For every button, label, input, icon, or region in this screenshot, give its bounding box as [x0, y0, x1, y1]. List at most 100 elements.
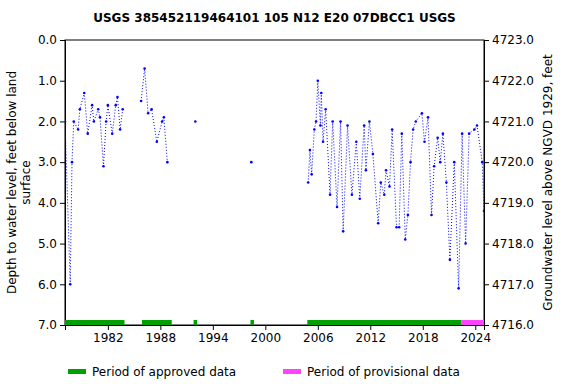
y-axis-tick: 5.0: [38, 237, 65, 251]
x-axis-tick-mark: [160, 325, 161, 330]
data-point: [481, 161, 484, 164]
y2-axis-tick-mark: [484, 121, 489, 122]
data-point: [368, 120, 371, 123]
y2-axis-tick-mark: [484, 162, 489, 163]
x-axis-tick-mark: [370, 325, 371, 330]
y-axis-tick: 0.0: [38, 33, 65, 47]
x-axis-tick: 1982: [93, 325, 124, 345]
data-point: [473, 128, 476, 131]
data-point: [388, 185, 391, 188]
x-axis-tick: 2024: [460, 325, 491, 345]
data-point: [93, 120, 96, 123]
y-axis-tick-label: 1.0: [38, 74, 57, 88]
data-point: [324, 108, 327, 111]
title: USGS 385452119464101 105 N12 E20 07DBCC1…: [93, 11, 456, 25]
data-point: [83, 92, 86, 95]
x-axis-tick: 2012: [356, 325, 387, 345]
y-axis-title-line: Depth to water level, feet below land: [5, 71, 19, 294]
y2-axis-tick: 4717.0: [484, 278, 534, 292]
data-point: [79, 108, 82, 111]
x-axis-tick-mark: [318, 325, 319, 330]
y-axis-title-line: surface: [19, 160, 33, 204]
data-point: [398, 226, 401, 229]
data-point: [395, 226, 398, 229]
data-point: [72, 120, 75, 123]
x-axis-tick-label: 1988: [146, 331, 177, 345]
data-point: [65, 120, 66, 123]
data-point: [315, 120, 318, 123]
data-point: [412, 128, 415, 131]
data-point: [342, 230, 345, 233]
data-point: [331, 120, 334, 123]
y2-axis-tick: 4721.0: [484, 115, 534, 129]
data-point: [116, 96, 119, 99]
data-point: [121, 108, 124, 111]
y2-axis-tick-mark: [484, 244, 489, 245]
data-point: [355, 140, 358, 143]
y-axis-tick-label: 4.0: [38, 196, 57, 210]
data-point: [86, 132, 89, 135]
plot-area: [65, 67, 484, 289]
y-axis-tick-mark: [60, 40, 65, 41]
data-point: [329, 193, 332, 196]
y2-axis-tick-mark: [484, 203, 489, 204]
x-axis: 19821988199420002006201220182024: [66, 325, 492, 345]
data-point: [449, 259, 452, 262]
data-point: [150, 108, 153, 111]
y-axis-title: Depth to water level, feet below landsur…: [5, 71, 33, 294]
y-axis-tick-mark: [60, 325, 65, 326]
x-axis-tick-label: 2000: [251, 331, 282, 345]
y-axis-tick: 3.0: [38, 155, 65, 169]
y-axis-tick-label: 0.0: [38, 33, 57, 47]
y-axis-tick: 6.0: [38, 278, 65, 292]
data-point: [69, 283, 72, 286]
x-axis-line: [66, 326, 485, 331]
x-axis-tick: 2000: [251, 325, 282, 345]
data-point: [445, 181, 448, 184]
data-point: [468, 132, 471, 135]
data-point: [461, 132, 464, 135]
data-point: [114, 104, 117, 107]
data-point: [476, 124, 479, 127]
period-bar: [142, 320, 172, 325]
data-point: [409, 161, 412, 164]
data-point: [320, 92, 323, 95]
x-axis-tick-label: 2006: [303, 331, 334, 345]
y2-axis-tick-label: 4716.0: [492, 318, 534, 332]
data-point: [309, 149, 312, 152]
data-point: [383, 193, 386, 196]
plot-frame: [65, 40, 484, 325]
data-point: [119, 128, 122, 131]
x-axis-tick-mark: [423, 325, 424, 330]
period-bar: [461, 320, 484, 325]
y-axis-tick: 7.0: [38, 318, 65, 332]
data-point: [433, 165, 436, 168]
data-point: [194, 120, 197, 123]
y-axis: 0.01.02.03.04.05.06.07.0: [38, 33, 66, 332]
y-axis-tick-mark: [60, 162, 65, 163]
series-line: [65, 69, 484, 289]
data-point: [143, 67, 146, 70]
data-point: [457, 287, 460, 290]
data-point: [99, 116, 102, 119]
y2-axis-tick: 4723.0: [484, 33, 534, 47]
chart: USGS 385452119464101 105 N12 E20 07DBCC1…: [0, 0, 576, 384]
y2-axis-tick-label: 4723.0: [492, 33, 534, 47]
y2-axis-tick: 4720.0: [484, 155, 534, 169]
legend-label: Period of approved data: [92, 365, 236, 379]
data-point: [107, 104, 110, 107]
data-point: [363, 124, 366, 127]
x-axis-tick-label: 1994: [198, 331, 229, 345]
legend: Period of approved dataPeriod of provisi…: [68, 365, 460, 379]
data-point: [379, 181, 382, 184]
x-axis-tick-label: 2012: [356, 331, 387, 345]
data-point: [105, 120, 108, 123]
y-axis-tick-mark: [60, 203, 65, 204]
period-bar: [65, 320, 124, 325]
data-point: [414, 120, 417, 123]
data-point: [464, 242, 467, 245]
x-axis-tick: 1988: [146, 325, 177, 345]
y2-axis-tick: 4716.0: [484, 318, 534, 332]
data-point: [400, 132, 403, 135]
data-point: [442, 132, 445, 135]
